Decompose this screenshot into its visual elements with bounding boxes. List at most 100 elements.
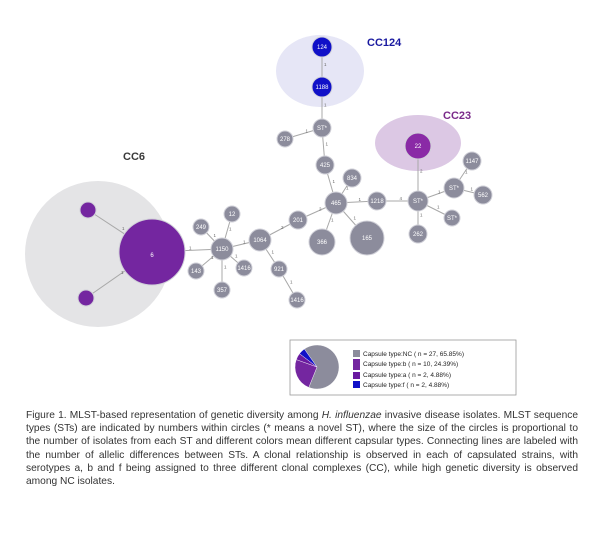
node-circle [408,224,428,244]
node-label: ST* [449,186,460,192]
edge-label: 2 [420,169,423,174]
node-n1188: 1188 [311,76,333,98]
edge-label: 1 [122,226,125,231]
node-label: 165 [362,236,373,242]
edge-label: 1 [465,170,468,175]
node-label: 124 [317,45,328,51]
node-circle [315,155,335,175]
edge-label: 1 [290,280,293,285]
node-n1416b: 1416 [288,291,306,309]
legend-items: Capsule type:NC ( n = 27, 65.85%) Capsul… [353,350,464,389]
node-label: 22 [415,144,422,150]
legend-label-b: Capsule type:b ( n = 10, 24.39%) [363,361,458,368]
legend-swatch-nc [353,350,360,357]
node-n1147: 1147 [462,151,482,171]
node-n201: 201 [288,210,308,230]
edge-label: 1 [324,103,327,108]
legend-pie-chart [294,344,340,390]
node-circle [270,260,288,278]
node-label: 1188 [316,85,330,91]
node-n12: 12 [223,205,241,223]
node-circle [367,191,387,211]
edge-label: 1 [420,213,423,218]
node-label: 425 [320,163,331,169]
cluster-cc6-halo [25,181,171,327]
node-n357: 357 [213,281,231,299]
node-n921: 921 [270,260,288,278]
edge-label: 1 [354,216,357,221]
node-circle [311,76,333,98]
node-label: 201 [293,218,304,224]
edge-label: 1 [333,179,336,184]
edge-label: 1 [189,246,192,251]
node-n249: 249 [192,218,210,236]
node-n465: 465 [324,191,348,215]
edge-label: 4 [400,196,403,201]
edge-label: 1 [229,227,232,232]
node-label: 12 [229,212,236,218]
edge-label: 1 [324,62,327,67]
node-circle [118,218,186,286]
edge-label: 1 [214,233,217,238]
node-circle [404,132,432,160]
edge-label: 1 [224,265,227,270]
caption-species-name: H. influenzae [321,410,382,421]
legend-label-nc: Capsule type:NC ( n = 27, 65.85%) [363,351,464,358]
node-label: 262 [413,232,424,238]
node-circle [308,228,336,256]
node-n143: 143 [187,262,205,280]
edge-label: 1 [243,240,246,245]
node-circle [223,205,241,223]
node-label: 6 [150,253,154,259]
edge-label: 2 [281,225,284,230]
edge-label: 1 [211,255,214,260]
node-nST2: ST* [407,190,429,212]
node-circle [288,291,306,309]
cluster-label-cc6: CC6 [123,151,145,163]
edge-label: 1 [306,129,309,134]
node-circle [324,191,348,215]
edge-label: 1 [235,254,238,259]
legend-label-a: Capsule type:a ( n = 2, 4.88%) [363,372,451,379]
edge-label: 1 [331,218,334,223]
edge-label: 1 [437,205,440,210]
cluster-halos [25,35,461,327]
edge-label: 1 [471,187,474,192]
node-n6: 6 [118,218,186,286]
cluster-cc124-halo [276,35,364,107]
node-label: 1064 [253,238,267,244]
node-label: ST* [447,216,458,222]
node-label: 921 [274,267,285,273]
figure-caption: Figure 1. MLST-based representation of g… [26,409,578,488]
node-label: 249 [196,225,207,231]
node-label: 834 [347,176,358,182]
node-circle [213,281,231,299]
node-n834: 834 [342,168,362,188]
edge-label: 2 [319,207,322,212]
legend-swatch-a [353,372,360,379]
edge-label: 1 [121,270,124,275]
node-label: 278 [280,137,291,143]
node-circle [288,210,308,230]
node-label: 1218 [370,199,384,205]
node-n366: 366 [308,228,336,256]
node-circle [462,151,482,171]
caption-text-start: Figure 1. MLST-based representation of g… [26,410,322,421]
node-n278: 278 [276,130,294,148]
caption-text-rest: invasive disease isolates. MLST sequence… [26,410,578,488]
node-circle [79,201,97,219]
node-label: ST* [317,126,328,132]
node-circle [349,220,385,256]
node-n124: 124 [311,36,333,58]
node-circle [77,289,95,307]
node-label: 1416 [237,266,251,272]
node-circle [342,168,362,188]
node-n165: 165 [349,220,385,256]
edge-label: 1 [438,190,441,195]
node-label: 357 [217,288,228,294]
legend-swatch-b [353,359,360,370]
node-circle [210,237,234,261]
pie-slice-b [294,359,318,388]
cluster-label-cc23: CC23 [443,110,471,122]
